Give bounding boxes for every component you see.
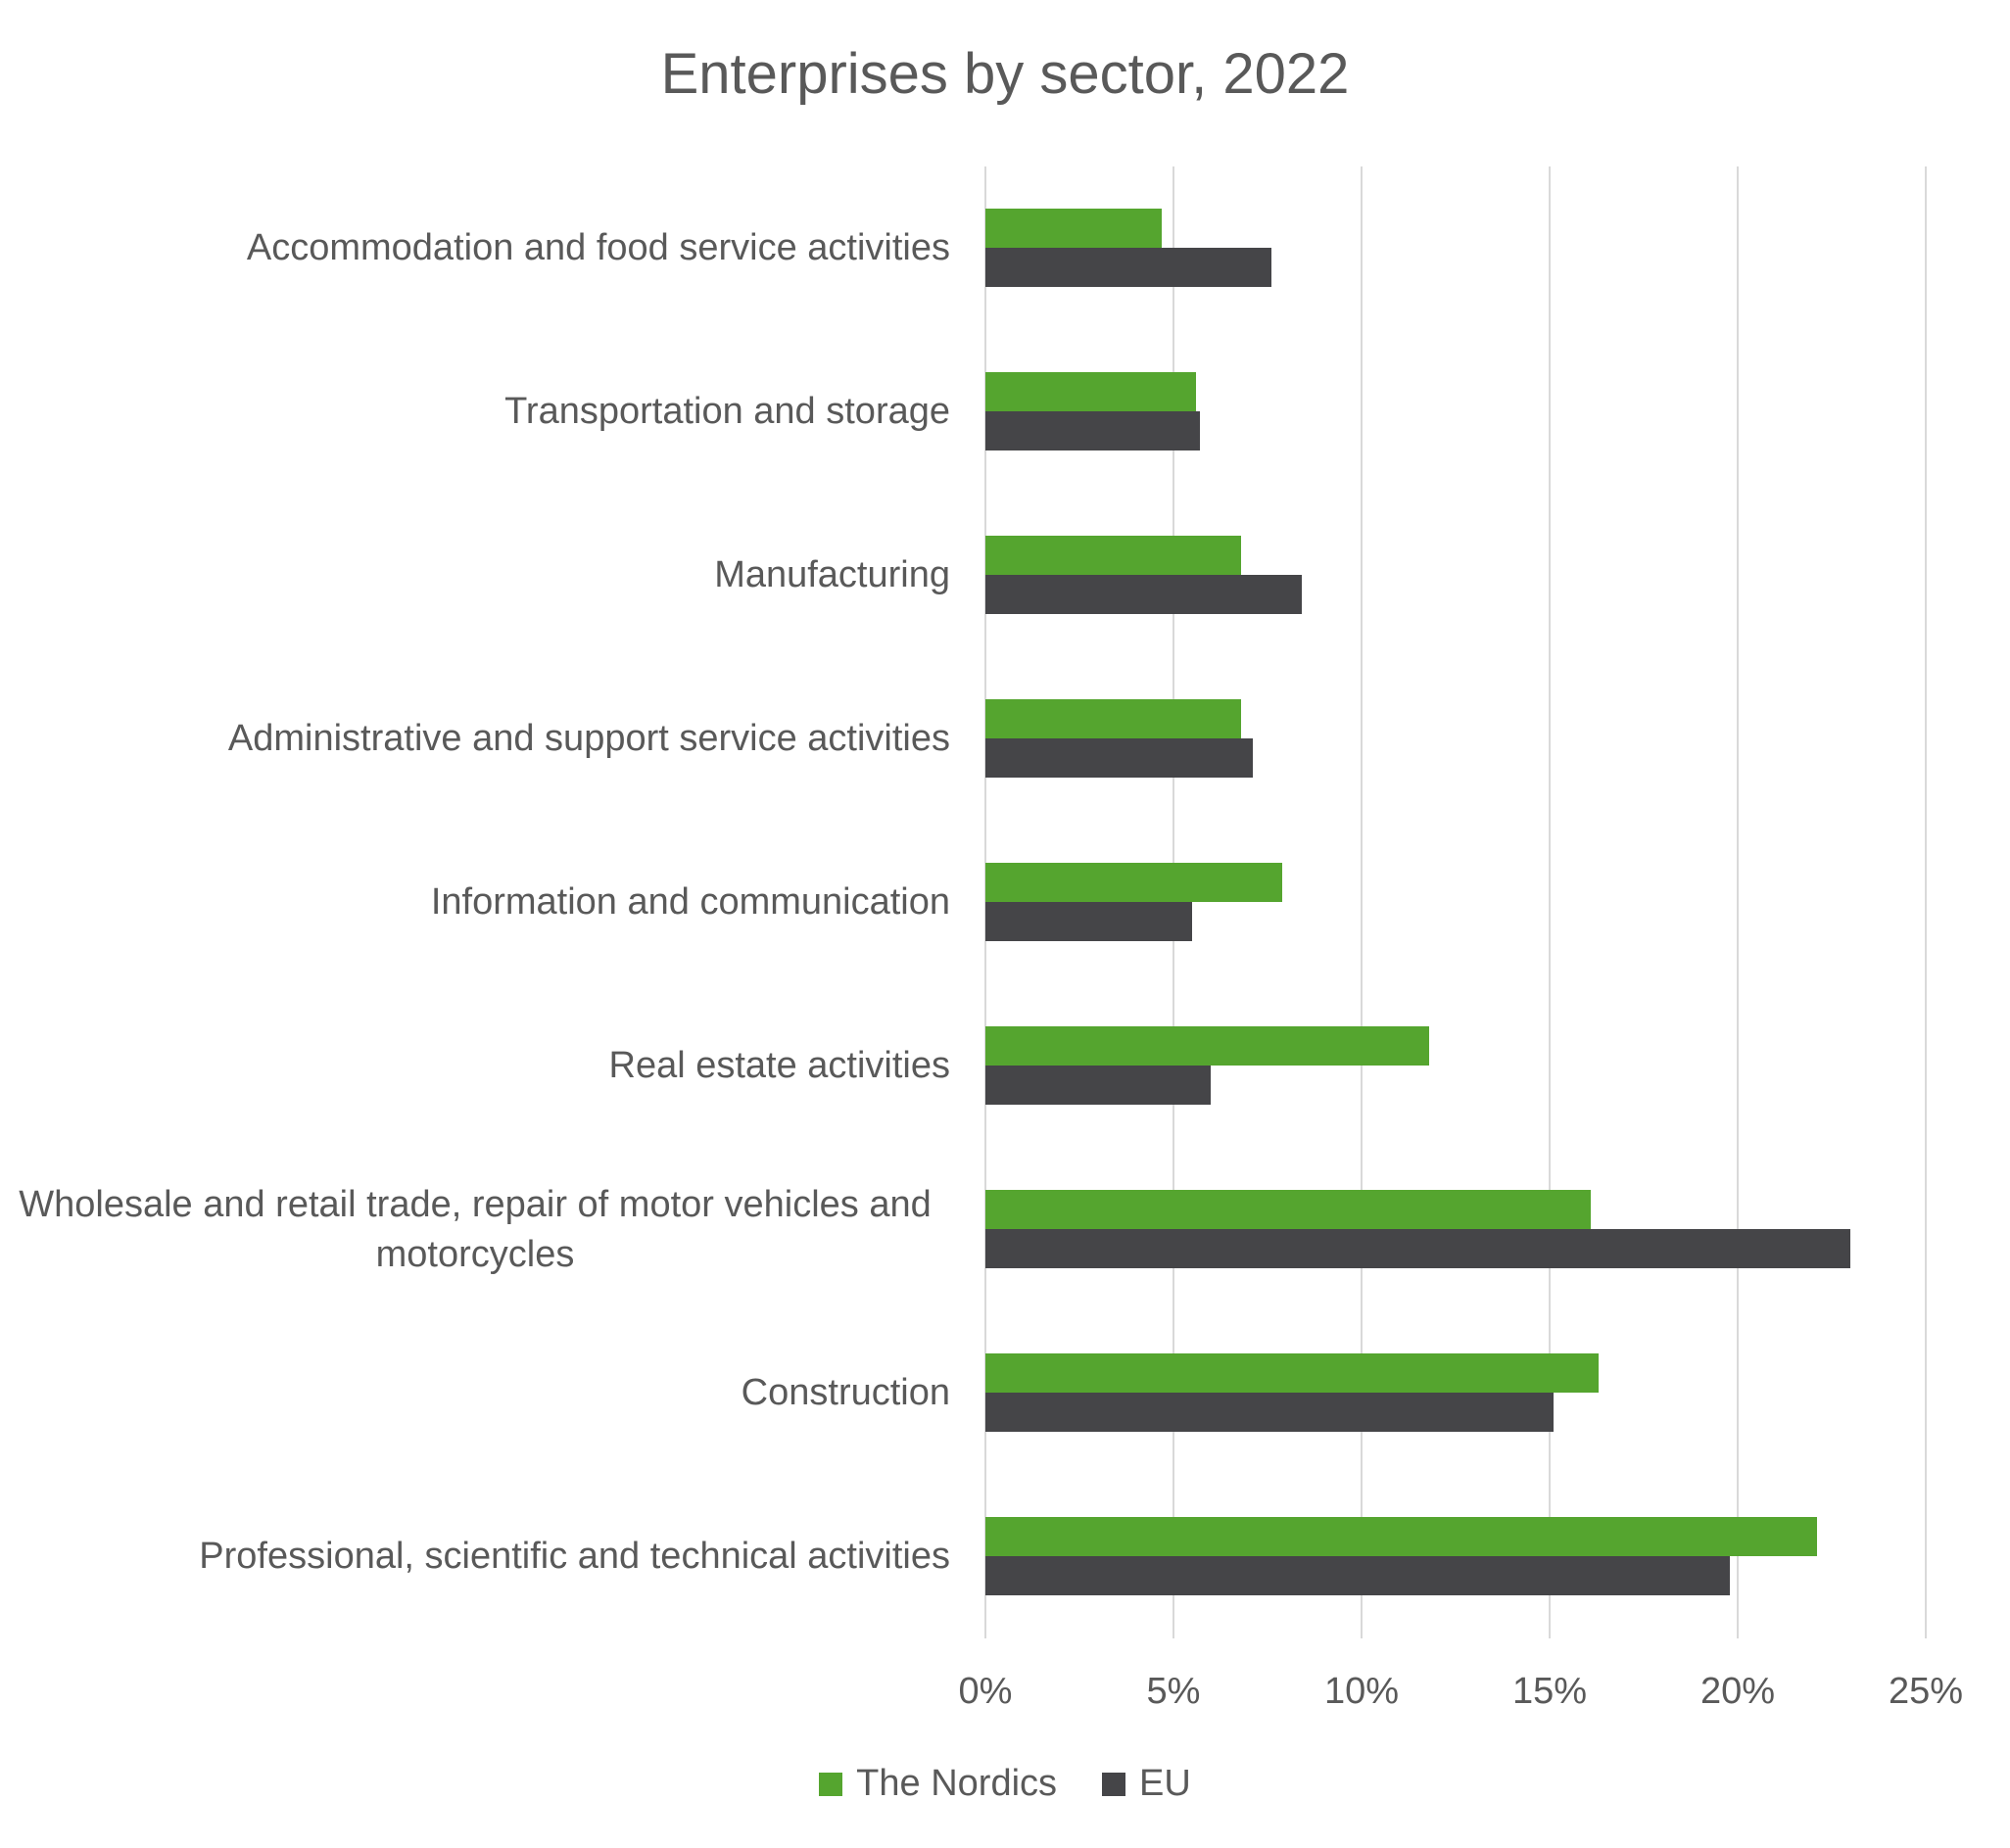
x-tick-label: 25% — [1888, 1671, 1964, 1712]
row-information: Information and communication — [0, 821, 2010, 984]
bar-nordics — [985, 1026, 1430, 1066]
bar-eu — [985, 902, 1193, 941]
legend-label-eu: EU — [1139, 1763, 1191, 1804]
category-label: Wholesale and retail trade, repair of mo… — [19, 1184, 932, 1275]
legend-label-nordics: The Nordics — [856, 1763, 1058, 1804]
x-tick-label: 15% — [1511, 1671, 1588, 1712]
row-manufacturing: Manufacturing — [0, 494, 2010, 657]
category-label: Information and communication — [430, 881, 950, 924]
bar-eu — [985, 1393, 1554, 1432]
x-tick-label: 5% — [1146, 1671, 1201, 1712]
gridline-20 — [1737, 166, 1739, 1638]
bar-eu — [985, 575, 1302, 614]
bar-nordics — [985, 1190, 1592, 1229]
row-transportation: Transportation and storage — [0, 330, 2010, 494]
category-label: Professional, scientific and technical a… — [199, 1536, 950, 1578]
legend-item-eu: EU — [1102, 1763, 1191, 1805]
chart-title: Enterprises by sector, 2022 — [660, 42, 1350, 106]
bar-nordics — [985, 372, 1197, 411]
category-label: Administrative and support service activ… — [227, 718, 950, 760]
x-tick-label: 20% — [1699, 1671, 1776, 1712]
bar-nordics — [985, 1353, 1599, 1393]
category-label: Transportation and storage — [504, 391, 950, 433]
category-rows: Accommodation and food service activitie… — [0, 166, 2010, 1638]
bar-nordics — [985, 1517, 1817, 1556]
bar-nordics — [985, 209, 1163, 248]
row-construction: Construction — [0, 1311, 2010, 1475]
row-accommodation: Accommodation and food service activitie… — [0, 166, 2010, 330]
gridline-10 — [1361, 166, 1363, 1638]
row-professional: Professional, scientific and technical a… — [0, 1475, 2010, 1638]
legend: The Nordics EU — [0, 1763, 2010, 1805]
bar-eu — [985, 1556, 1731, 1595]
bar-eu — [985, 1229, 1851, 1268]
category-label: Accommodation and food service activitie… — [246, 227, 950, 269]
legend-swatch-nordics — [819, 1772, 843, 1796]
bar-eu — [985, 248, 1271, 287]
legend-swatch-eu — [1102, 1772, 1126, 1796]
gridline-25 — [1925, 166, 1927, 1638]
category-label: Real estate activities — [608, 1045, 951, 1087]
category-label: Manufacturing — [714, 554, 950, 596]
x-axis: 0% 5% 10% 15% 20% 25% — [959, 1671, 1963, 1720]
bar-eu — [985, 1066, 1212, 1105]
x-tick-label: 10% — [1323, 1671, 1400, 1712]
bar-nordics — [985, 536, 1242, 575]
bar-eu — [985, 738, 1253, 778]
bar-nordics — [985, 699, 1242, 738]
gridline-15 — [1549, 166, 1551, 1638]
row-real-estate: Real estate activities — [0, 984, 2010, 1148]
row-wholesale-retail: Wholesale and retail trade, repair of mo… — [0, 1148, 2010, 1311]
x-tick-label: 0% — [958, 1671, 1013, 1712]
bar-eu — [985, 411, 1200, 450]
row-administrative: Administrative and support service activ… — [0, 657, 2010, 821]
category-label: Construction — [741, 1372, 950, 1414]
legend-item-nordics: The Nordics — [819, 1763, 1057, 1805]
bar-nordics — [985, 863, 1283, 902]
